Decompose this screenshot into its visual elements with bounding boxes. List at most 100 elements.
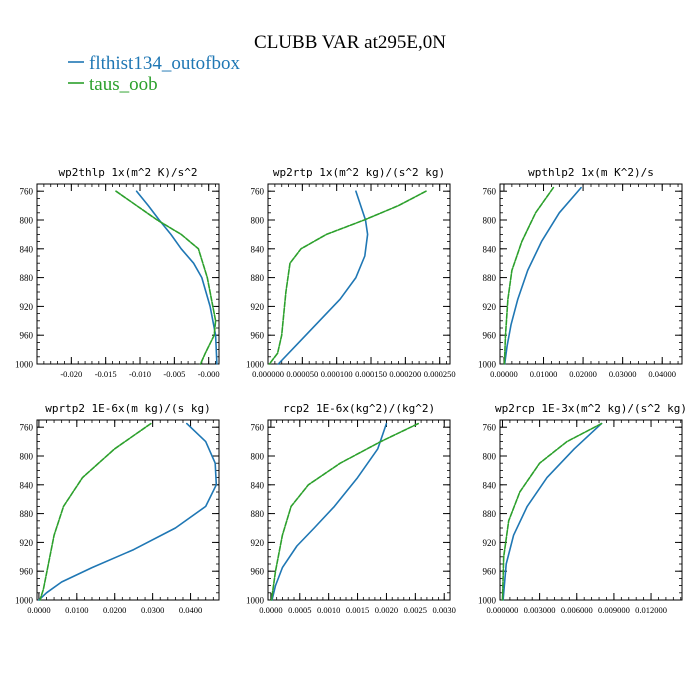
- y-tick-label: 920: [20, 538, 34, 548]
- x-tick-label: -0.010: [129, 369, 151, 379]
- y-tick-label: 920: [483, 302, 497, 312]
- x-tick-label: 0.01000: [530, 369, 558, 379]
- x-tick-label: 0.0300: [141, 605, 164, 615]
- y-tick-label: 840: [251, 244, 265, 254]
- plot-frame: [499, 419, 683, 601]
- x-tick-label: 0.0000: [259, 605, 282, 615]
- y-tick-label: 880: [483, 509, 497, 519]
- y-tick-label: 840: [20, 244, 34, 254]
- panel-wpthlp2: wpthlp2 1x(m K^2)/s 760 800 840 880 920 960 100…: [478, 166, 683, 379]
- y-tick-label: 1000: [478, 596, 497, 606]
- x-tick-label: 0.02000: [569, 369, 597, 379]
- y-tick-label: 1000: [15, 360, 34, 370]
- panel-wp2rcp: wp2rcp 1E-3x(m^2 kg)/(s^2 kg) 760 800 840 88…: [478, 402, 687, 615]
- series-line-taus-oob: [115, 190, 217, 365]
- y-tick-label: 760: [483, 423, 497, 433]
- y-tick-label: 920: [251, 302, 265, 312]
- x-tick-label: 0.0020: [375, 605, 398, 615]
- panel-title-wp2rcp: wp2rcp 1E-3x(m^2 kg)/(s^2 kg): [495, 402, 687, 415]
- panel-title-wprtp2: wprtp2 1E-6x(m kg)/(s kg): [45, 402, 211, 415]
- y-tick-label: 800: [251, 452, 265, 462]
- legend-label-flthist134: flthist134_outofbox: [89, 53, 240, 74]
- y-tick-label: 840: [251, 480, 265, 490]
- x-tick-label: 0.0400: [179, 605, 202, 615]
- x-tick-label: 0.0000: [27, 605, 50, 615]
- y-tick-label: 960: [251, 567, 265, 577]
- y-tick-label: 880: [251, 509, 265, 519]
- y-tick-label: 760: [20, 423, 34, 433]
- y-tick-label: 840: [483, 244, 497, 254]
- series-line-flthist134: [277, 190, 369, 365]
- x-tick-label: 0.000000: [252, 369, 284, 379]
- x-tick-label: 0.00000: [490, 369, 518, 379]
- y-tick-label: 760: [483, 187, 497, 197]
- x-tick-label: 0.009000: [598, 605, 630, 615]
- y-tick-label: 920: [20, 302, 34, 312]
- x-tick-label: 0.0200: [103, 605, 126, 615]
- x-tick-label: -0.020: [60, 369, 82, 379]
- x-tick-label: 0.000200: [389, 369, 421, 379]
- series-line-taus-oob: [501, 422, 603, 601]
- y-tick-label: 960: [20, 331, 34, 341]
- x-tick-label: 0.0005: [288, 605, 311, 615]
- series-line-taus-oob: [503, 186, 555, 365]
- panel-title-rcp2: rcp2 1E-6x(kg^2)/(kg^2): [283, 402, 435, 415]
- plot-frame: [36, 419, 220, 601]
- x-tick-label: 0.000050: [286, 369, 318, 379]
- panel-title-wp2thlp: wp2thlp 1x(m^2 K)/s^2: [58, 166, 197, 179]
- y-tick-label: 880: [251, 273, 265, 283]
- panel-rcp2: rcp2 1E-6x(kg^2)/(kg^2) 760 800 840 880 920 96…: [246, 402, 456, 615]
- y-tick-label: 960: [483, 331, 497, 341]
- y-tick-label: 760: [251, 423, 265, 433]
- series-line-flthist134: [502, 422, 603, 601]
- y-tick-label: 760: [251, 187, 265, 197]
- y-tick-label: 880: [20, 509, 34, 519]
- plot-frame: [267, 419, 451, 601]
- x-tick-label: 0.012000: [635, 605, 667, 615]
- y-tick-label: 880: [20, 273, 34, 283]
- panel-wp2rtp: wp2rtp 1x(m^2 kg)/(s^2 kg) 760 800 840 880 92…: [246, 166, 456, 379]
- y-tick-label: 800: [483, 452, 497, 462]
- x-tick-label: 0.04000: [648, 369, 676, 379]
- y-tick-label: 840: [20, 480, 34, 490]
- plot-frame: [267, 183, 451, 365]
- x-tick-label: 0.0010: [317, 605, 340, 615]
- series-line-flthist134: [135, 190, 218, 365]
- series-line-flthist134: [38, 422, 218, 601]
- y-tick-label: 800: [20, 216, 34, 226]
- x-tick-label: 0.003000: [524, 605, 556, 615]
- plot-frame: [36, 183, 220, 365]
- series-line-taus-oob: [39, 422, 152, 601]
- y-tick-label: 920: [483, 538, 497, 548]
- y-tick-label: 840: [483, 480, 497, 490]
- y-tick-label: 1000: [246, 360, 265, 370]
- figure-title: CLUBB VAR at295E,0N: [254, 32, 446, 53]
- x-tick-label: 0.000250: [424, 369, 456, 379]
- y-tick-label: 800: [251, 216, 265, 226]
- y-tick-label: 1000: [15, 596, 34, 606]
- x-tick-label: 0.000100: [321, 369, 353, 379]
- y-tick-label: 800: [20, 452, 34, 462]
- y-tick-label: 760: [20, 187, 34, 197]
- x-tick-label: 0.000000: [487, 605, 519, 615]
- series-line-taus-oob: [268, 190, 427, 365]
- panel-title-wpthlp2: wpthlp2 1x(m K^2)/s: [528, 166, 654, 179]
- panel-title-wp2rtp: wp2rtp 1x(m^2 kg)/(s^2 kg): [273, 166, 445, 179]
- series-line-flthist134: [503, 186, 582, 365]
- y-tick-label: 800: [483, 216, 497, 226]
- y-tick-label: 1000: [246, 596, 265, 606]
- y-tick-label: 960: [483, 567, 497, 577]
- x-tick-label: -0.005: [163, 369, 185, 379]
- series-line-flthist134: [271, 422, 388, 601]
- x-tick-label: -0.015: [95, 369, 117, 379]
- x-tick-label: -0.000: [198, 369, 220, 379]
- x-tick-label: 0.0025: [404, 605, 427, 615]
- y-tick-label: 960: [20, 567, 34, 577]
- series-line-taus-oob: [270, 422, 420, 601]
- x-tick-label: 0.006000: [561, 605, 593, 615]
- x-tick-label: 0.0100: [65, 605, 88, 615]
- panel-wp2thlp: wp2thlp 1x(m^2 K)/s^2 760 800 840 880 920 960 1…: [15, 166, 220, 379]
- x-tick-label: 0.0030: [433, 605, 456, 615]
- legend: flthist134_outofbox taus_oob: [68, 53, 240, 95]
